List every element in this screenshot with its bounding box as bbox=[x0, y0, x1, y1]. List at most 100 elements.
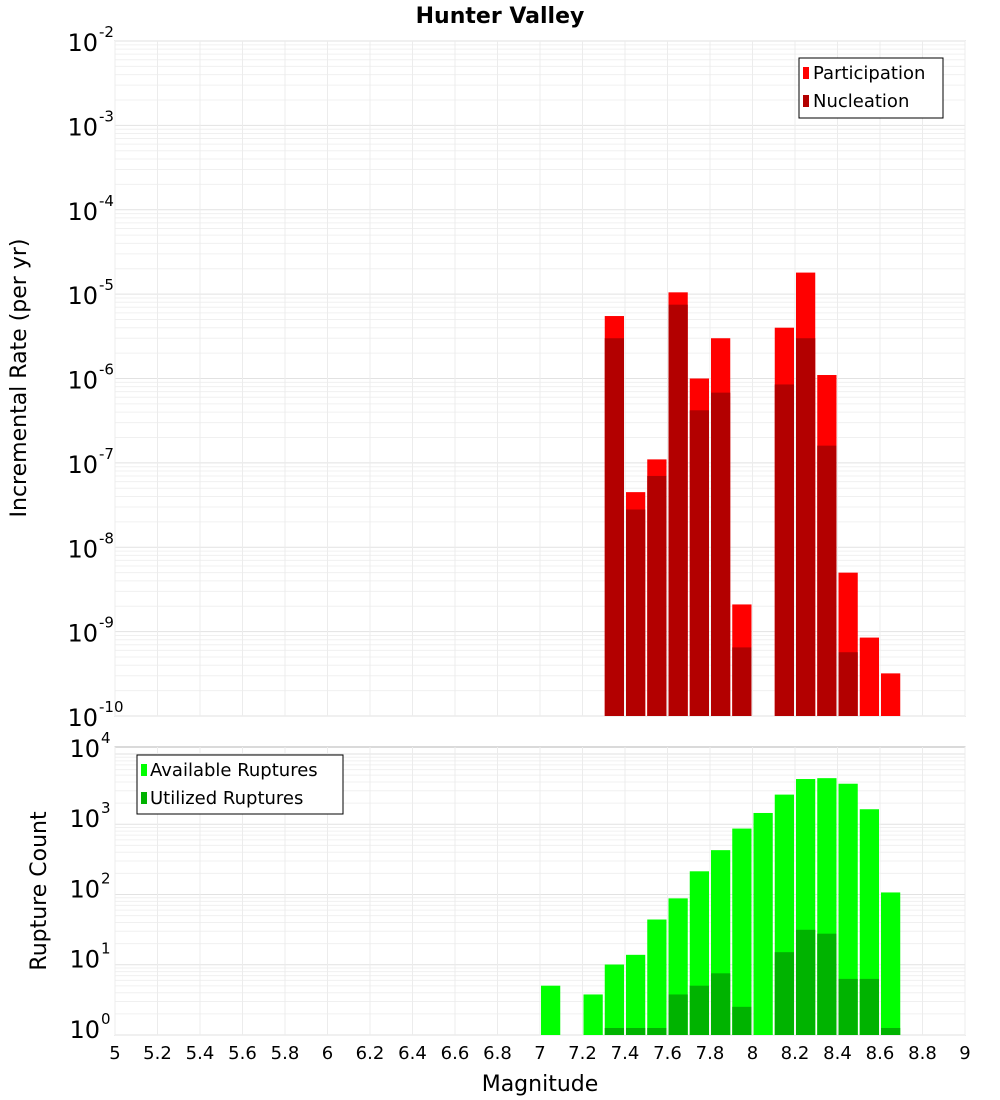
y-tick-base: 10 bbox=[67, 620, 98, 648]
rate-bar-nucleation bbox=[626, 509, 646, 716]
y-tick-exponent: -6 bbox=[99, 361, 114, 379]
rate-y-tick-label: 10 -6 bbox=[67, 361, 114, 395]
rate-y-ticks: 10-210-310-410-510-610-710-810-910-10 bbox=[67, 23, 123, 732]
x-tick-label: 7.6 bbox=[653, 1043, 682, 1064]
x-tick-label: 5 bbox=[109, 1043, 120, 1064]
count-bar-utilized-ruptures bbox=[881, 1027, 901, 1035]
x-tick-label: 7.2 bbox=[568, 1043, 597, 1064]
rate-bar-nucleation bbox=[668, 304, 688, 716]
count-bar-utilized-ruptures bbox=[604, 1027, 624, 1035]
y-tick-base: 10 bbox=[69, 946, 100, 974]
y-tick-base: 10 bbox=[69, 805, 100, 833]
rate-bar-participation bbox=[859, 637, 879, 716]
y-tick-exponent: 4 bbox=[101, 729, 111, 747]
count-bar-available-ruptures bbox=[881, 892, 901, 1035]
rate-bar-nucleation bbox=[711, 392, 731, 716]
y-tick-base: 10 bbox=[67, 198, 98, 226]
y-tick-base: 10 bbox=[67, 704, 98, 732]
rate-y-tick-label: 10 -4 bbox=[67, 192, 114, 226]
x-axis-title: Magnitude bbox=[482, 1072, 599, 1097]
rate-bar-nucleation bbox=[604, 338, 624, 716]
x-tick-label: 8.4 bbox=[823, 1043, 852, 1064]
y-tick-base: 10 bbox=[67, 282, 98, 310]
chart-title: Hunter Valley bbox=[416, 4, 585, 29]
count-bar-available-ruptures bbox=[838, 783, 858, 1035]
x-tick-label: 8.2 bbox=[781, 1043, 810, 1064]
rate-gridlines bbox=[114, 40, 966, 717]
y-tick-base: 10 bbox=[67, 535, 98, 563]
y-tick-exponent: -8 bbox=[99, 529, 114, 547]
x-tick-label: 7.8 bbox=[696, 1043, 725, 1064]
y-tick-exponent: -7 bbox=[99, 445, 114, 463]
count-bar-available-ruptures bbox=[604, 964, 624, 1035]
x-tick-label: 5.8 bbox=[271, 1043, 300, 1064]
rate-bars bbox=[604, 272, 901, 716]
x-tick-label: 6.2 bbox=[356, 1043, 385, 1064]
legend-swatch-available-ruptures bbox=[141, 764, 147, 776]
y-tick-exponent: -5 bbox=[99, 276, 114, 294]
count-bar-utilized-ruptures bbox=[774, 952, 794, 1035]
x-tick-label: 5.6 bbox=[228, 1043, 257, 1064]
x-tick-label: 7.4 bbox=[611, 1043, 640, 1064]
y-tick-exponent: 1 bbox=[101, 940, 111, 958]
y-tick-exponent: -3 bbox=[99, 107, 114, 125]
rate-y-tick-label: 10 -9 bbox=[67, 614, 114, 648]
y-tick-base: 10 bbox=[69, 735, 100, 763]
count-y-tick-label: 10 1 bbox=[69, 940, 110, 974]
count-y-tick-label: 10 2 bbox=[69, 869, 110, 903]
x-tick-label: 8.8 bbox=[908, 1043, 937, 1064]
x-tick-label: 5.2 bbox=[143, 1043, 172, 1064]
y-tick-exponent: 3 bbox=[101, 799, 111, 817]
legend-swatch-utilized-ruptures bbox=[141, 792, 147, 804]
rate-y-tick-label: 10 -7 bbox=[67, 445, 114, 479]
rate-y-tick-label: 10 -10 bbox=[67, 698, 123, 732]
count-bar-available-ruptures bbox=[626, 954, 646, 1035]
rate-bar-nucleation bbox=[838, 652, 858, 716]
rate-y-tick-label: 10 -2 bbox=[67, 23, 114, 57]
x-tick-label: 7 bbox=[534, 1043, 545, 1064]
x-tick-label: 5.4 bbox=[186, 1043, 215, 1064]
legend-label-participation: Participation bbox=[813, 63, 925, 84]
x-tick-label: 6 bbox=[322, 1043, 333, 1064]
rate-panel: 10-210-310-410-510-610-710-810-910-10 In… bbox=[7, 23, 966, 732]
count-bar-utilized-ruptures bbox=[838, 978, 858, 1035]
x-tick-label: 6.8 bbox=[483, 1043, 512, 1064]
count-bar-available-ruptures bbox=[753, 812, 773, 1035]
rate-y-tick-label: 10 -5 bbox=[67, 276, 114, 310]
count-bar-available-ruptures bbox=[583, 994, 603, 1035]
y-tick-exponent: -9 bbox=[99, 614, 114, 632]
y-tick-base: 10 bbox=[67, 29, 98, 57]
rate-bar-participation bbox=[881, 673, 901, 716]
rate-legend-box bbox=[798, 57, 944, 119]
rate-y-axis-title: Incremental Rate (per yr) bbox=[7, 239, 32, 518]
rate-bar-nucleation bbox=[689, 410, 709, 716]
count-bar-utilized-ruptures bbox=[689, 985, 709, 1035]
legend-swatch-nucleation bbox=[803, 95, 809, 107]
count-y-tick-label: 10 0 bbox=[69, 1010, 110, 1044]
y-tick-base: 10 bbox=[69, 1016, 100, 1044]
count-bar-utilized-ruptures bbox=[796, 929, 816, 1035]
count-bar-utilized-ruptures bbox=[626, 1027, 646, 1035]
count-bar-available-ruptures bbox=[647, 919, 667, 1035]
rate-bar-nucleation bbox=[817, 445, 837, 716]
legend-label-utilized-ruptures: Utilized Ruptures bbox=[150, 788, 303, 809]
rate-legend: Participation Nucleation bbox=[798, 57, 944, 119]
rate-bar-nucleation bbox=[732, 647, 752, 716]
legend-swatch-participation bbox=[803, 67, 809, 79]
x-tick-label: 6.6 bbox=[441, 1043, 470, 1064]
legend-label-nucleation: Nucleation bbox=[813, 91, 909, 112]
magnitude-x-ticks: 5 5.2 5.4 5.6 5.8 6 6.2 6.4 6.6 6.8 7 7.2 7.4 7.6 7.8 8… bbox=[109, 1043, 970, 1064]
rate-bar-nucleation bbox=[647, 475, 667, 716]
count-bar-utilized-ruptures bbox=[711, 973, 731, 1035]
rate-y-tick-label: 10 -8 bbox=[67, 529, 114, 563]
count-bar-available-ruptures bbox=[541, 985, 561, 1035]
rate-y-tick-label: 10 -3 bbox=[67, 107, 114, 141]
y-tick-exponent: 2 bbox=[101, 869, 111, 887]
y-tick-exponent: -2 bbox=[99, 23, 114, 41]
rate-bar-nucleation bbox=[796, 338, 816, 716]
count-bar-utilized-ruptures bbox=[817, 933, 837, 1035]
count-y-tick-label: 10 4 bbox=[69, 729, 110, 763]
y-tick-exponent: -4 bbox=[99, 192, 114, 210]
